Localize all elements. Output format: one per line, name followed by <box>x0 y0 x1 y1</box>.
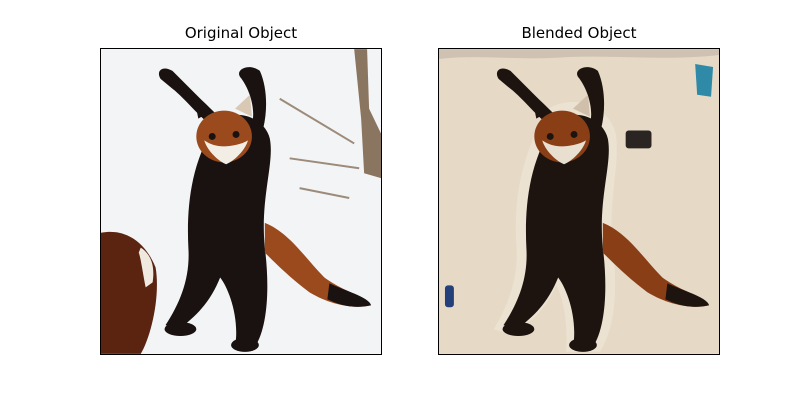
panda-face-white <box>204 140 248 165</box>
beach-top-strip <box>439 49 719 60</box>
panda-ear-left <box>532 98 551 119</box>
right-panel-title: Blended Object <box>521 24 637 42</box>
panda-tail-tip <box>327 283 372 307</box>
water-bottle <box>444 285 454 308</box>
panda-ear-left <box>194 98 213 119</box>
panda-eye-right <box>232 131 240 138</box>
panda-eye-right <box>570 131 578 138</box>
panda-ear-right <box>235 94 252 117</box>
twigs <box>279 97 360 199</box>
panda-left-arm <box>158 68 225 129</box>
tree-trunk <box>354 49 381 179</box>
left-panel-title: Original Object <box>184 24 298 42</box>
panda-body <box>503 114 609 347</box>
beach-bag <box>625 130 652 149</box>
panda-left-arm <box>496 68 563 129</box>
left-image-panel <box>100 48 382 355</box>
panda-face-white <box>542 140 586 165</box>
panda-tail <box>264 222 372 307</box>
panda-tail <box>602 222 710 307</box>
panda-ear-right <box>573 94 590 117</box>
panda-eye-left <box>208 132 216 140</box>
panda-foot-left <box>502 322 535 337</box>
beach-person <box>695 63 714 97</box>
second-panda-ear <box>138 247 154 288</box>
panda-right-arm <box>577 67 605 134</box>
blended-object-image <box>439 49 719 354</box>
panda-tail-tip <box>665 283 710 307</box>
panda-right-arm <box>239 67 267 134</box>
panda-eye-left <box>546 132 554 140</box>
panda-foot-right <box>569 338 597 352</box>
right-image-panel <box>438 48 720 355</box>
original-object-image <box>101 49 381 354</box>
panda-foot-right <box>231 338 259 352</box>
panda-body <box>165 114 271 347</box>
panda-foot-left <box>164 322 197 337</box>
